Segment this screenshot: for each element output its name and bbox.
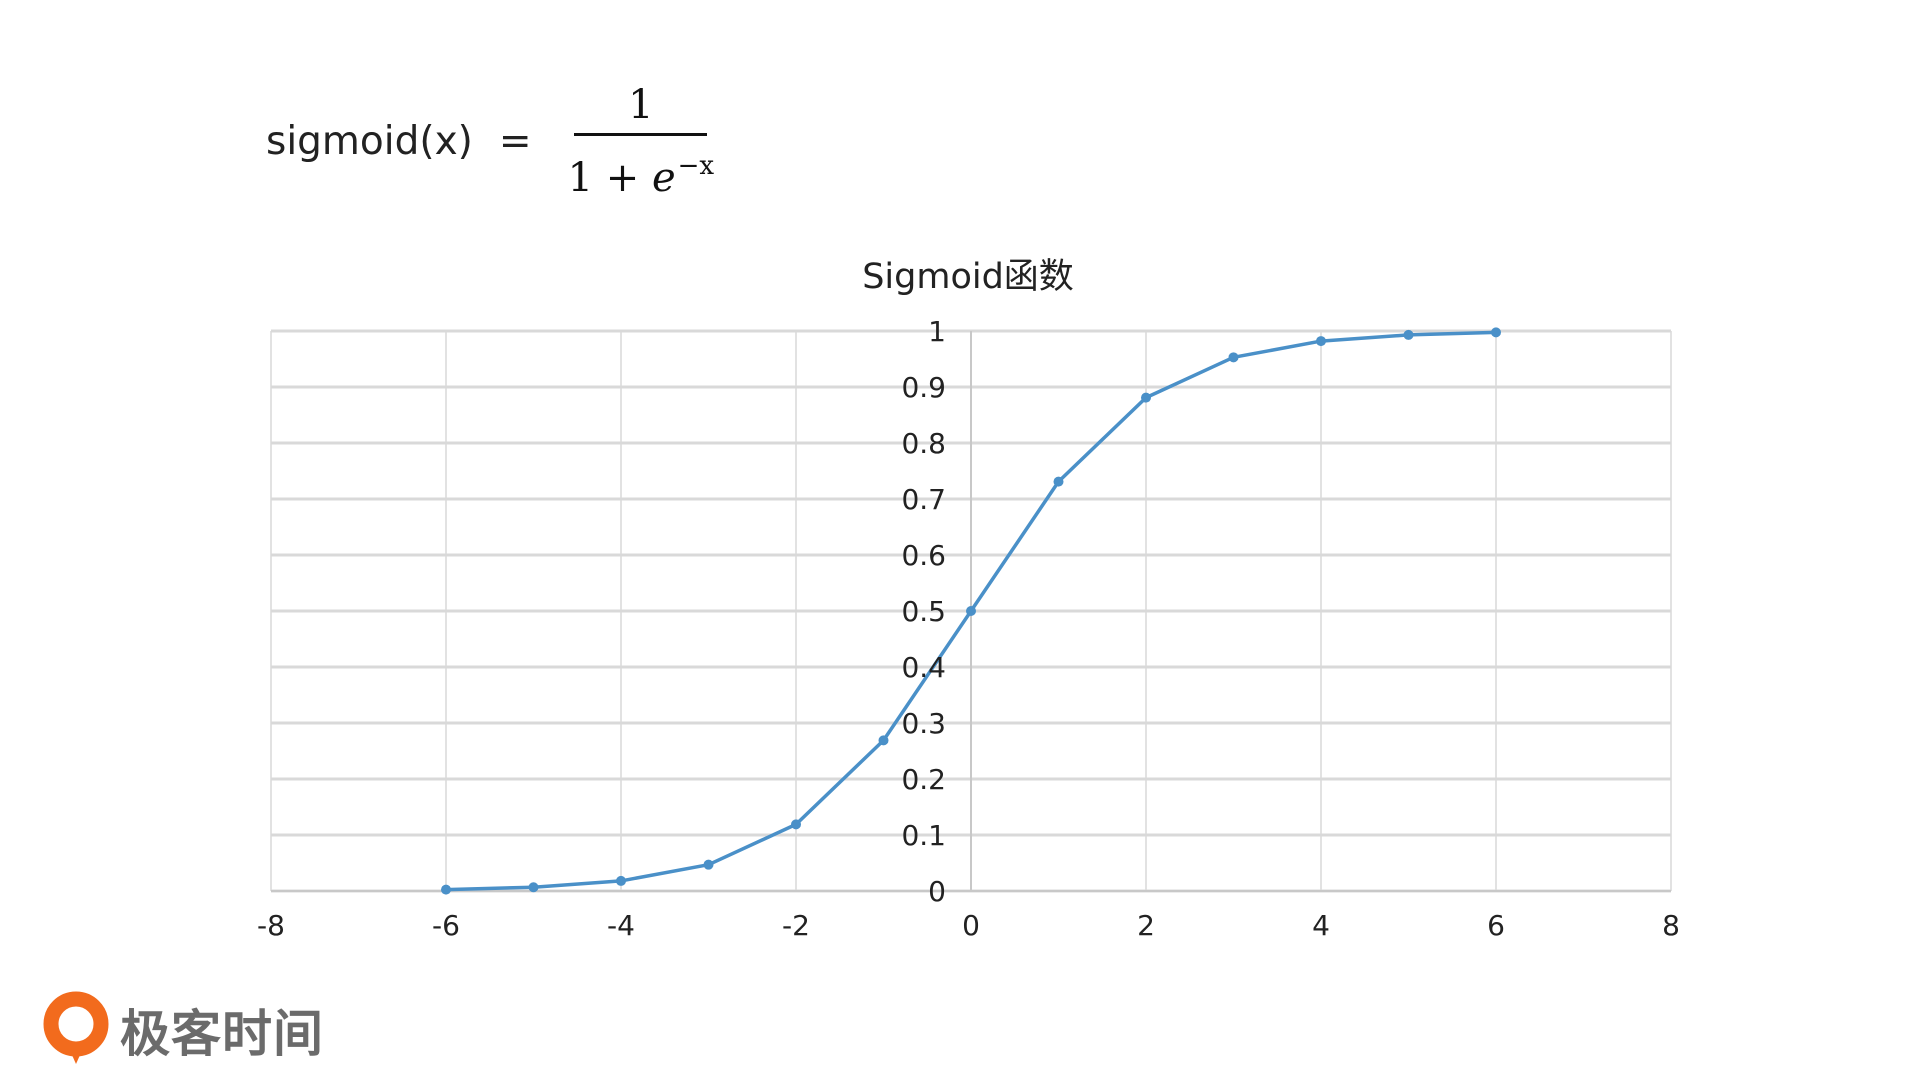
y-tick-label: 0 xyxy=(928,875,946,908)
sigmoid-formula: sigmoid(x) = 1 1 + e−x xyxy=(266,83,714,200)
x-tick-label: 0 xyxy=(962,909,980,942)
data-point xyxy=(1491,327,1501,338)
y-tick-label: 0.7 xyxy=(901,483,946,516)
x-tick-label: -2 xyxy=(782,909,810,942)
data-point xyxy=(1316,336,1326,347)
y-tick-label: 0.8 xyxy=(901,427,946,460)
chart-series xyxy=(441,327,1501,895)
x-tick-label: 6 xyxy=(1487,909,1505,942)
formula-denominator: 1 + e−x xyxy=(568,136,715,200)
x-tick-label: -4 xyxy=(607,909,635,942)
y-tick-label: 0.1 xyxy=(901,819,946,852)
formula-fraction-bar xyxy=(574,132,708,136)
y-tick-label: 0.6 xyxy=(901,539,946,572)
y-tick-label: 0.5 xyxy=(901,595,946,628)
x-tick-label: 2 xyxy=(1137,909,1155,942)
formula-equals: = xyxy=(498,118,532,164)
y-tick-label: 0.3 xyxy=(901,707,946,740)
chart-tick-labels: -8 -6 -4 -2 0 2 4 6 8 0 0.1 0.2 0.3 0.4 0.5 0.6 0.7 0.8 0.… xyxy=(257,315,1680,942)
x-tick-label: -6 xyxy=(432,909,460,942)
formula-fraction: 1 1 + e−x xyxy=(568,83,715,200)
geektime-logo-icon xyxy=(43,991,109,1064)
data-point xyxy=(1228,352,1239,363)
chart-title: Sigmoid函数 xyxy=(862,257,1074,297)
data-point xyxy=(616,875,626,886)
x-tick-label: 4 xyxy=(1312,909,1330,942)
data-point xyxy=(1403,329,1414,340)
formula-lhs: sigmoid(x) xyxy=(266,118,473,164)
x-tick-label: -8 xyxy=(257,909,285,942)
formula-denominator-base: 1 + xyxy=(567,154,652,201)
data-point xyxy=(528,882,539,893)
formula-denominator-e: e xyxy=(651,154,676,201)
data-point xyxy=(703,859,714,870)
y-tick-label: 0.4 xyxy=(901,651,946,684)
formula-numerator: 1 xyxy=(628,81,654,128)
y-tick-label: 0.9 xyxy=(901,371,946,404)
data-point xyxy=(966,606,976,616)
data-point xyxy=(878,735,889,746)
geektime-logo-text: 极客时间 xyxy=(120,1005,324,1063)
x-tick-label: 8 xyxy=(1662,909,1680,942)
data-point xyxy=(791,819,801,830)
data-point xyxy=(1141,392,1151,403)
y-tick-label: 0.2 xyxy=(901,763,946,796)
data-point xyxy=(1053,476,1064,487)
geektime-logo: 极客时间 xyxy=(42,990,324,1070)
data-point xyxy=(441,884,451,895)
formula-exponent: −x xyxy=(677,150,715,181)
y-tick-label: 1 xyxy=(928,315,946,348)
